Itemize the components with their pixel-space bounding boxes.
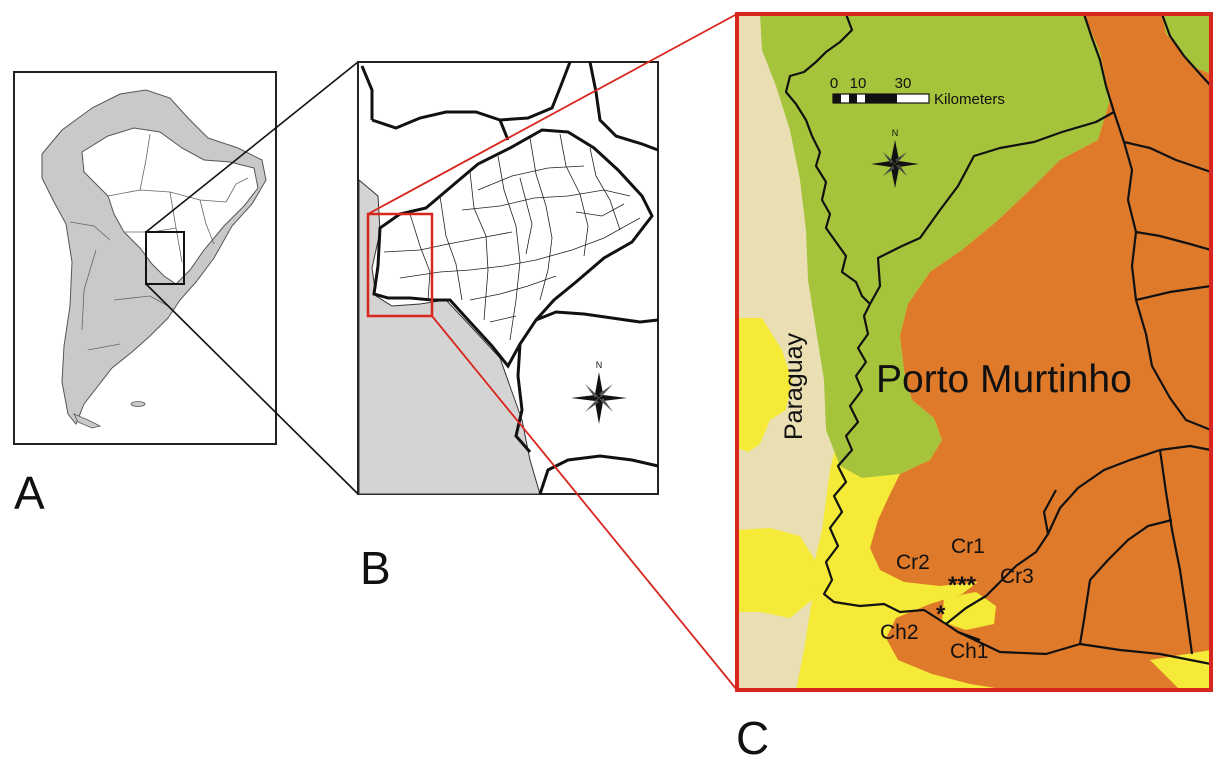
panel-b-north-arrow: N [571, 360, 627, 424]
site-cr2-label: Cr2 [896, 551, 930, 574]
scale-tick-30: 30 [895, 75, 912, 92]
panel-label-a: A [14, 467, 45, 519]
panel-b-map: N [357, 61, 659, 495]
panel-c-map: 0 10 30 Kilometers N Paraguay Porto Murt… [737, 14, 1211, 690]
porto-murtinho-label: Porto Murtinho [876, 358, 1132, 401]
panel-label-c: C [736, 712, 770, 764]
site-cr1-label: Cr1 [951, 535, 985, 558]
panel-c-frame [735, 12, 1213, 692]
brazil-region [81, 127, 259, 285]
site-ch1-label: Ch1 [950, 640, 989, 663]
municipality-borders [383, 133, 641, 341]
scale-tick-10: 10 [850, 75, 867, 92]
panel-a-map [13, 71, 277, 445]
panel-label-b: B [360, 542, 391, 594]
site-cr3-label: Cr3 [1000, 565, 1034, 588]
panel-c-north-label: N [892, 128, 899, 138]
site-ch2-label: Ch2 [880, 621, 919, 644]
site-cr-markers: *** [948, 572, 977, 599]
panel-b-north-label: N [596, 360, 603, 370]
rivers-and-borders [784, 14, 1211, 666]
orange-vegetation [870, 14, 1211, 690]
panel-a-inset-box [145, 231, 185, 285]
green-vegetation [760, 14, 1110, 478]
zoom-lines-a-to-b [145, 61, 359, 495]
panel-b-inset-box [366, 212, 434, 318]
scale-bar: 0 10 30 Kilometers [830, 75, 1005, 108]
paraguay-river [784, 14, 981, 642]
zoom-lines-b-to-c [367, 13, 738, 691]
internal-borders [69, 133, 249, 351]
paraguay-label: Paraguay [780, 332, 808, 440]
site-ch-marker: * [936, 601, 946, 628]
scale-unit-label: Kilometers [934, 91, 1005, 108]
panel-c-north-arrow: N [871, 128, 919, 188]
neighbour-state-borders [360, 61, 659, 495]
state-outline [372, 128, 654, 369]
scale-tick-0: 0 [830, 75, 838, 92]
